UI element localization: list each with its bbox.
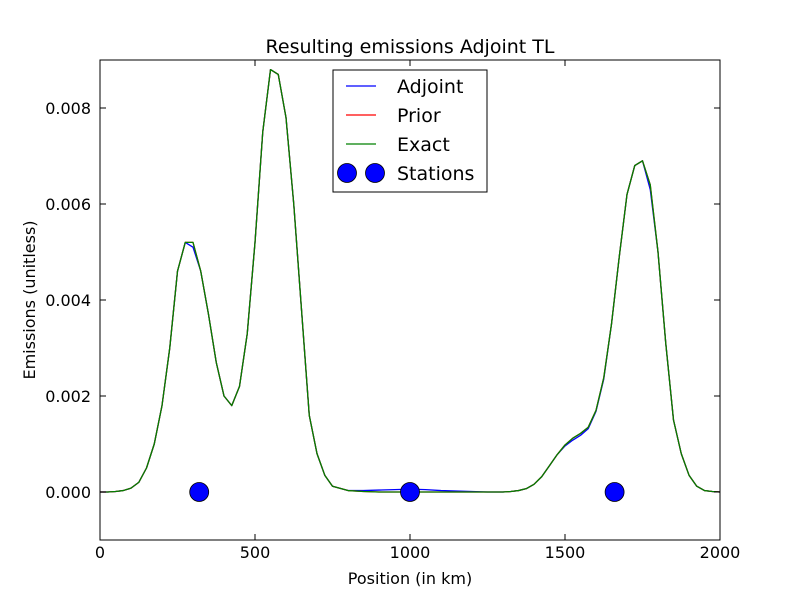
station-marker [400, 482, 420, 502]
legend-marker-stations [365, 163, 385, 183]
legend-marker-stations [337, 163, 357, 183]
chart-title: Resulting emissions Adjoint TL [266, 36, 555, 58]
plot-area: 0 500 1000 1500 2000 0.000 0.002 0.004 0.006 0.00… [45, 59, 741, 562]
station-marker [604, 482, 625, 502]
legend-label-prior: Prior [397, 105, 441, 127]
legend: Adjoint Prior Exact Stations [332, 69, 488, 193]
legend-label-adjoint: Adjoint [397, 76, 463, 98]
y-tick-label: 0.004 [45, 291, 91, 310]
y-tick-label: 0.008 [45, 99, 91, 118]
x-axis-title: Position (in km) [348, 569, 472, 588]
y-tick-label: 0.000 [45, 483, 91, 502]
x-tick-label: 1000 [390, 543, 431, 562]
legend-label-exact: Exact [397, 134, 450, 156]
x-tick-label: 2000 [700, 543, 741, 562]
station-marker [189, 482, 210, 502]
y-axis-title: Emissions (unitless) [20, 220, 39, 379]
x-tick-label: 0 [95, 543, 105, 562]
y-tick-label: 0.002 [45, 387, 91, 406]
legend-box [332, 69, 488, 193]
x-tick-label: 1500 [545, 543, 586, 562]
y-tick-label: 0.006 [45, 195, 91, 214]
legend-label-stations: Stations [397, 163, 474, 185]
x-tick-label: 500 [240, 543, 271, 562]
